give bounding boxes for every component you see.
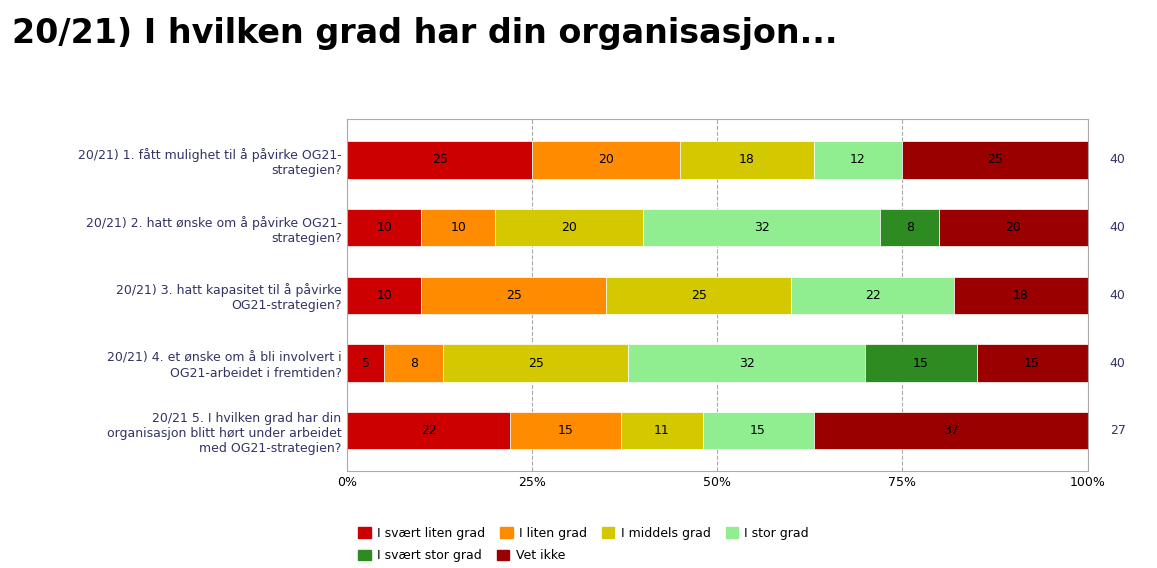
Text: 5: 5 <box>362 357 369 370</box>
Bar <box>347 277 421 314</box>
Bar <box>421 277 606 314</box>
Text: 37: 37 <box>943 424 958 437</box>
Text: 8: 8 <box>410 357 418 370</box>
Text: 10: 10 <box>376 221 392 234</box>
Bar <box>421 209 495 247</box>
Bar <box>347 209 421 247</box>
Text: 12: 12 <box>850 153 865 166</box>
Text: 40: 40 <box>1110 153 1126 166</box>
Bar <box>347 412 510 449</box>
Bar <box>384 344 443 382</box>
Text: 15: 15 <box>1024 357 1040 370</box>
Text: 22: 22 <box>421 424 436 437</box>
Text: 15: 15 <box>913 357 929 370</box>
Text: 18: 18 <box>1014 289 1029 302</box>
Text: 25: 25 <box>987 153 1003 166</box>
Text: 8: 8 <box>906 221 914 234</box>
Bar <box>643 209 880 247</box>
Text: 15: 15 <box>750 424 766 437</box>
Bar <box>702 412 813 449</box>
Legend: I svært stor grad, Vet ikke: I svært stor grad, Vet ikke <box>353 545 570 567</box>
Bar <box>347 141 532 178</box>
Text: 20: 20 <box>598 153 614 166</box>
Bar <box>443 344 628 382</box>
Text: 10: 10 <box>376 289 392 302</box>
Text: 40: 40 <box>1110 221 1126 234</box>
Bar <box>347 344 384 382</box>
Bar <box>939 209 1088 247</box>
Bar <box>621 412 702 449</box>
Bar <box>628 344 865 382</box>
Text: 32: 32 <box>739 357 754 370</box>
Text: 25: 25 <box>432 153 448 166</box>
Text: 32: 32 <box>754 221 769 234</box>
Bar <box>977 344 1088 382</box>
Bar <box>791 277 955 314</box>
Bar <box>532 141 680 178</box>
Text: 25: 25 <box>528 357 544 370</box>
Bar <box>606 277 791 314</box>
Bar <box>495 209 643 247</box>
Text: 20: 20 <box>1005 221 1022 234</box>
Text: 11: 11 <box>654 424 670 437</box>
Text: 10: 10 <box>450 221 466 234</box>
Text: 22: 22 <box>865 289 880 302</box>
Bar <box>510 412 621 449</box>
Bar <box>813 412 1088 449</box>
Legend: I svært liten grad, I liten grad, I middels grad, I stor grad: I svært liten grad, I liten grad, I midd… <box>353 522 815 545</box>
Text: 18: 18 <box>739 153 754 166</box>
Text: 25: 25 <box>506 289 522 302</box>
Text: 25: 25 <box>691 289 707 302</box>
Text: 20: 20 <box>561 221 577 234</box>
Text: 20/21) I hvilken grad har din organisasjon...: 20/21) I hvilken grad har din organisasj… <box>12 17 837 50</box>
Text: 40: 40 <box>1110 289 1126 302</box>
Text: 40: 40 <box>1110 357 1126 370</box>
Text: 27: 27 <box>1110 424 1126 437</box>
Bar <box>680 141 813 178</box>
Text: 15: 15 <box>558 424 574 437</box>
Bar <box>880 209 939 247</box>
Bar <box>902 141 1088 178</box>
Bar <box>955 277 1088 314</box>
Bar <box>865 344 977 382</box>
Bar <box>813 141 902 178</box>
